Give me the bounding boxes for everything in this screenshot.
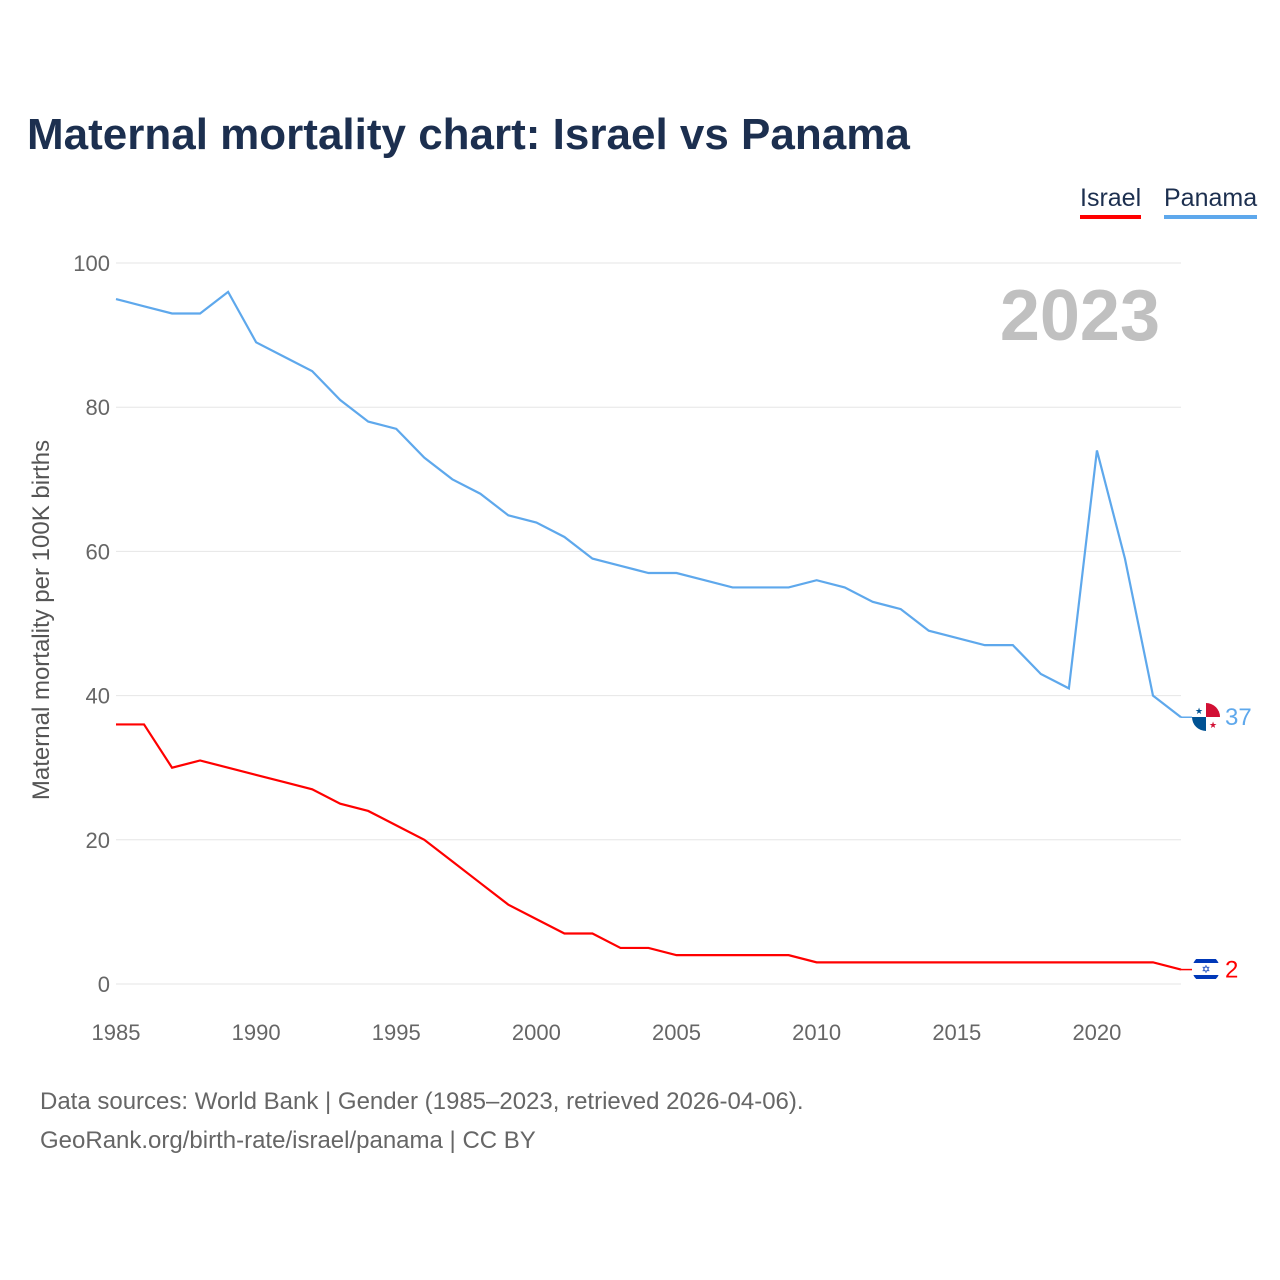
footer-credit[interactable]: GeoRank.org/birth-rate/israel/panama | C… — [40, 1127, 536, 1154]
y-tick-label: 40 — [86, 684, 110, 709]
panama-flag-icon: ★ ★ — [1192, 703, 1220, 731]
y-tick-label: 0 — [98, 972, 110, 997]
x-tick-label: 2010 — [792, 1020, 841, 1045]
footer-sources: Data sources: World Bank | Gender (1985–… — [40, 1088, 804, 1115]
y-tick-label: 20 — [86, 828, 110, 853]
x-tick-label: 1990 — [232, 1020, 281, 1045]
end-value-label: 37 — [1225, 704, 1252, 731]
x-tick-label: 2015 — [932, 1020, 981, 1045]
x-tick-label: 2005 — [652, 1020, 701, 1045]
x-tick-label: 1985 — [92, 1020, 141, 1045]
y-tick-label: 60 — [86, 539, 110, 564]
israel-flag-icon: ✡ — [1192, 955, 1220, 983]
svg-text:★: ★ — [1195, 706, 1203, 716]
x-tick-label: 2020 — [1072, 1020, 1121, 1045]
svg-text:★: ★ — [1209, 720, 1217, 730]
x-tick-label: 2000 — [512, 1020, 561, 1045]
end-value-label: 2 — [1225, 957, 1238, 984]
year-label: 2023 — [1000, 276, 1160, 356]
legend-israel[interactable]: Israel — [1080, 184, 1142, 219]
chart-title: Maternal mortality chart: Israel vs Pana… — [27, 110, 910, 159]
y-tick-label: 80 — [86, 395, 110, 420]
svg-text:✡: ✡ — [1201, 964, 1210, 976]
y-tick-label: 100 — [73, 251, 110, 276]
x-tick-label: 1995 — [372, 1020, 421, 1045]
series-line-israel — [116, 723, 1182, 971]
legend-panama[interactable]: Panama — [1164, 184, 1258, 219]
